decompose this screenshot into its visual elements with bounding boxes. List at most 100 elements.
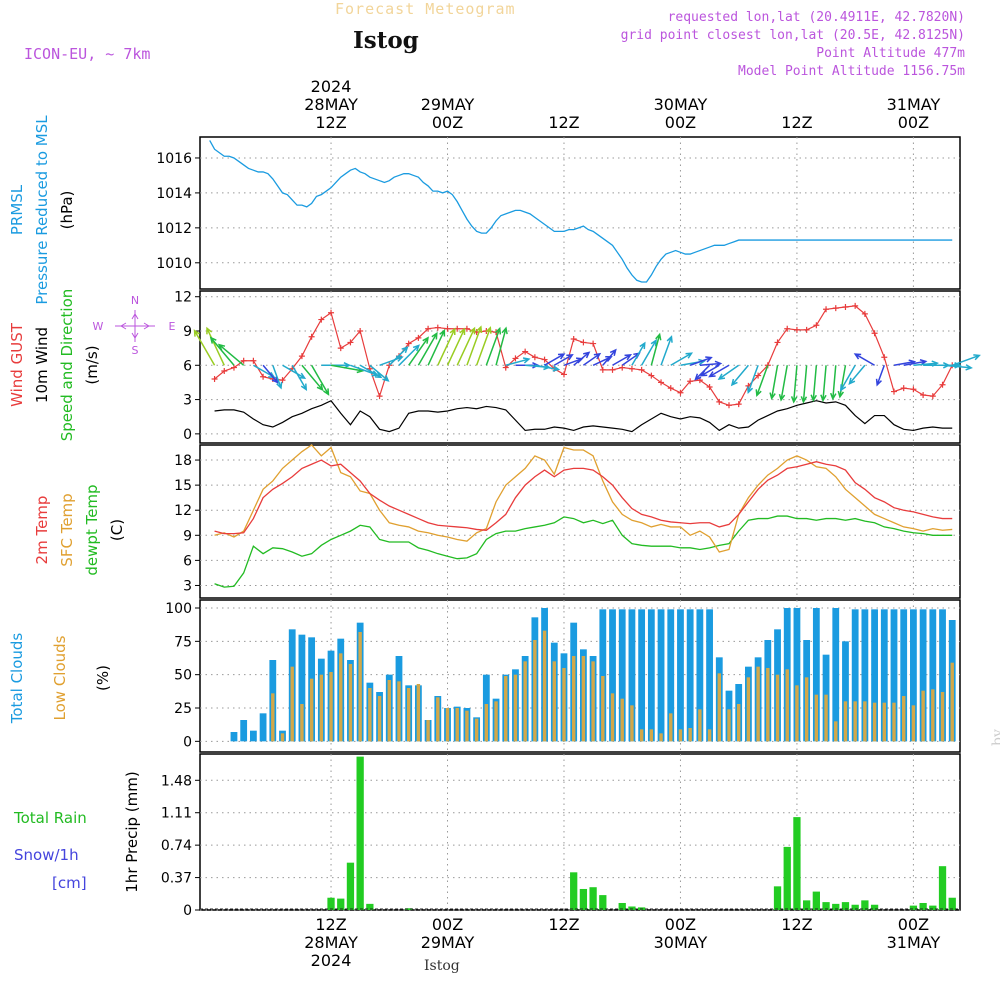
wind-direction-arrow (437, 327, 456, 366)
low-cloud-bar (523, 661, 527, 742)
wind-ytick-label: 3 (183, 393, 192, 409)
top-time-label: 00Z (898, 113, 929, 132)
gust-marker (900, 385, 907, 392)
low-cloud-bar (931, 689, 935, 742)
temperature-ytick-label: 15 (174, 478, 192, 494)
rain-label: Total Rain (13, 809, 87, 827)
gust-marker (609, 366, 616, 373)
total-cloud-bar (890, 609, 898, 742)
wind-direction-arrow (206, 326, 225, 366)
total-cloud-bar (832, 608, 840, 742)
gust-marker (687, 378, 694, 385)
wind-direction-arrow (640, 338, 657, 366)
low-cloud-bar (698, 709, 702, 742)
wind-direction-arrow (505, 357, 531, 367)
total-cloud-bar (842, 641, 849, 742)
top-time-label: 12Z (781, 113, 812, 132)
compass-rose (115, 310, 155, 342)
low-cloud-bar (678, 729, 683, 742)
bottom-time-label: 12Z (781, 915, 812, 934)
wind-direction-arrow (398, 344, 420, 366)
bottom-time-label: 12Z (548, 915, 579, 934)
gust-marker (298, 353, 305, 360)
gust-marker (425, 325, 432, 332)
precipitation-ytick-label: 0.37 (161, 871, 192, 887)
gust-marker (619, 364, 626, 371)
gust-marker (531, 354, 538, 361)
precip-bar (851, 904, 859, 910)
top-time-label: 2024 (311, 77, 352, 96)
pressure-ytick-label: 1012 (156, 221, 192, 237)
low-cloud-bar (494, 701, 498, 742)
top-time-label: 00Z (432, 113, 463, 132)
wind-direction-arrow (699, 360, 723, 368)
precip-bar (861, 900, 869, 910)
bottom-time-label: 29MAY (421, 933, 475, 952)
wind-direction-arrow (310, 364, 330, 396)
top-time-label: 12Z (315, 113, 346, 132)
gust-marker (774, 339, 781, 346)
low-cloud-bar (707, 729, 712, 742)
low-cloud-bar (368, 688, 372, 742)
pressure-label: Pressure Reduced to MSL (33, 115, 51, 305)
low-cloud-bar (766, 668, 770, 742)
precipitation-panel-frame (199, 753, 961, 911)
temperature-label: (C) (108, 519, 126, 541)
wind-direction-arrow (670, 352, 694, 366)
compass-north: N (131, 294, 139, 307)
low-cloud-bar (630, 705, 634, 742)
requested-lonlat: requested lon,lat (20.4911E, 42.7820N) (667, 10, 965, 25)
location-title: Istog (353, 27, 419, 54)
compass-east: E (169, 320, 176, 333)
gust-marker (434, 324, 441, 331)
gust-marker (502, 364, 509, 371)
clouds-ytick-label: 25 (174, 701, 192, 717)
precip-bar (327, 897, 335, 910)
low-cloud-bar (397, 681, 401, 742)
low-cloud-bar (445, 708, 450, 742)
precip-bar (832, 903, 840, 910)
temperature-ytick-label: 3 (183, 578, 192, 594)
precip-bar (822, 902, 830, 910)
grid-point-lonlat: grid point closest lon,lat (20.5E, 42.81… (620, 28, 965, 43)
bottom-time-label: 00Z (432, 915, 463, 934)
gust-marker (541, 356, 548, 363)
wind-direction-arrow (544, 353, 566, 366)
wind-ytick-label: 12 (174, 290, 192, 306)
dewpoint-line (214, 515, 953, 588)
temperature-label: SFC Temp (58, 493, 76, 566)
gust-marker (211, 376, 218, 382)
temperature-panel-frame (199, 444, 961, 599)
gust-marker (250, 357, 257, 364)
wind-direction-arrow (708, 364, 730, 378)
wind-direction-arrow (485, 326, 502, 366)
snow-unit-label: [cm] (52, 874, 87, 892)
low-cloud-bar (339, 653, 343, 742)
precip-bar (570, 872, 578, 910)
clouds-panel-frame (199, 599, 961, 753)
precipitation-ytick-label: 0 (183, 903, 192, 919)
precip-bar (948, 897, 956, 910)
low-cloud-bar (659, 733, 663, 742)
low-cloud-bar (300, 704, 304, 742)
wind-direction-arrow (769, 365, 779, 401)
low-cloud-bar (319, 674, 324, 742)
precip-bar (405, 908, 413, 910)
total-cloud-bar (647, 609, 655, 742)
gust-marker (590, 340, 597, 347)
gust-marker (599, 366, 606, 373)
gust-marker (716, 398, 723, 405)
bottom-time-label: 31MAY (887, 933, 941, 952)
precip-bar (356, 756, 364, 910)
gust-marker (920, 392, 927, 398)
precip-bar (337, 898, 345, 910)
low-cloud-bar (610, 693, 615, 742)
precipitation-ytick-label: 1.11 (161, 806, 192, 822)
wind-direction-arrow (417, 331, 438, 366)
gust-marker (939, 381, 946, 388)
low-cloud-bar (562, 668, 566, 742)
gust-marker (347, 339, 354, 346)
gust-marker (357, 328, 364, 334)
total-cloud-bar (686, 609, 694, 742)
wind-direction-arrow (475, 326, 492, 366)
